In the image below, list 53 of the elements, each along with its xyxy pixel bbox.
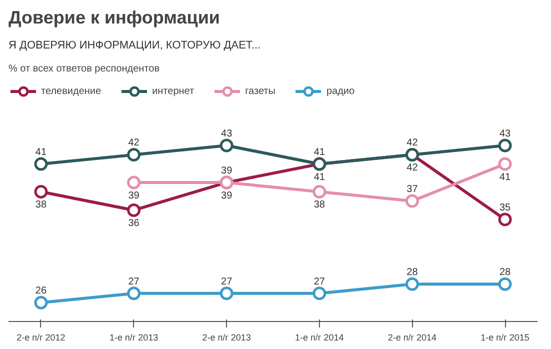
data-label: 28 <box>406 267 418 278</box>
data-label: 28 <box>499 267 512 278</box>
data-label: 39 <box>128 190 140 202</box>
x-tick-label: 2-е п/г 2014 <box>388 332 437 342</box>
data-label: 42 <box>406 162 418 174</box>
legend-label: телевидение <box>41 86 102 96</box>
data-label: 27 <box>221 276 233 288</box>
data-label: 41 <box>499 172 512 183</box>
point <box>312 184 326 198</box>
data-label: 35 <box>499 202 512 214</box>
point <box>405 277 419 291</box>
data-label: 27 <box>128 276 140 288</box>
legend-label: радио <box>326 86 355 96</box>
data-label: 42 <box>406 138 418 149</box>
x-tick-label: 1-е п/г 2015 <box>480 332 530 342</box>
point <box>220 138 234 152</box>
data-label: 27 <box>314 276 326 288</box>
point <box>498 157 512 171</box>
chart-subtitle: Я ДОВЕРЯЮ ИНФОРМАЦИИ, КОТОРУЮ ДАЕТ... <box>8 40 261 52</box>
data-label: 36 <box>128 218 140 230</box>
data-label: 38 <box>35 200 47 211</box>
text: % от всех ответов респондентов <box>8 64 160 74</box>
data-label: 42 <box>128 138 140 149</box>
data-label: 26 <box>35 286 47 297</box>
point <box>34 296 48 310</box>
chart-title: Доверие к информации <box>8 8 220 28</box>
point <box>34 184 48 198</box>
point <box>498 277 512 291</box>
x-tick-label: 2-е п/г 2012 <box>16 332 66 342</box>
data-label: 37 <box>406 184 418 195</box>
point <box>405 194 419 208</box>
point <box>127 176 141 190</box>
x-tick-label: 2-е п/г 2013 <box>202 332 251 342</box>
data-label: 43 <box>221 128 233 140</box>
x-tick-label: 1-е п/г 2013 <box>109 332 158 342</box>
point <box>498 212 512 226</box>
data-label: 39 <box>221 190 233 202</box>
point <box>34 157 48 171</box>
data-label: 39 <box>221 165 233 176</box>
point <box>127 148 141 162</box>
x-tick-label: 1-е п/г 2014 <box>295 332 344 342</box>
point <box>498 138 512 152</box>
data-label: 38 <box>314 200 326 211</box>
point <box>127 286 141 300</box>
point <box>220 286 234 300</box>
data-label: 41 <box>314 146 326 158</box>
data-label: 41 <box>35 146 47 158</box>
point <box>312 286 326 300</box>
legend-label: газеты <box>245 86 276 96</box>
data-label: 41 <box>314 172 326 183</box>
data-label: 43 <box>499 128 512 140</box>
legend-label: интернет <box>152 86 194 96</box>
point <box>127 203 141 217</box>
